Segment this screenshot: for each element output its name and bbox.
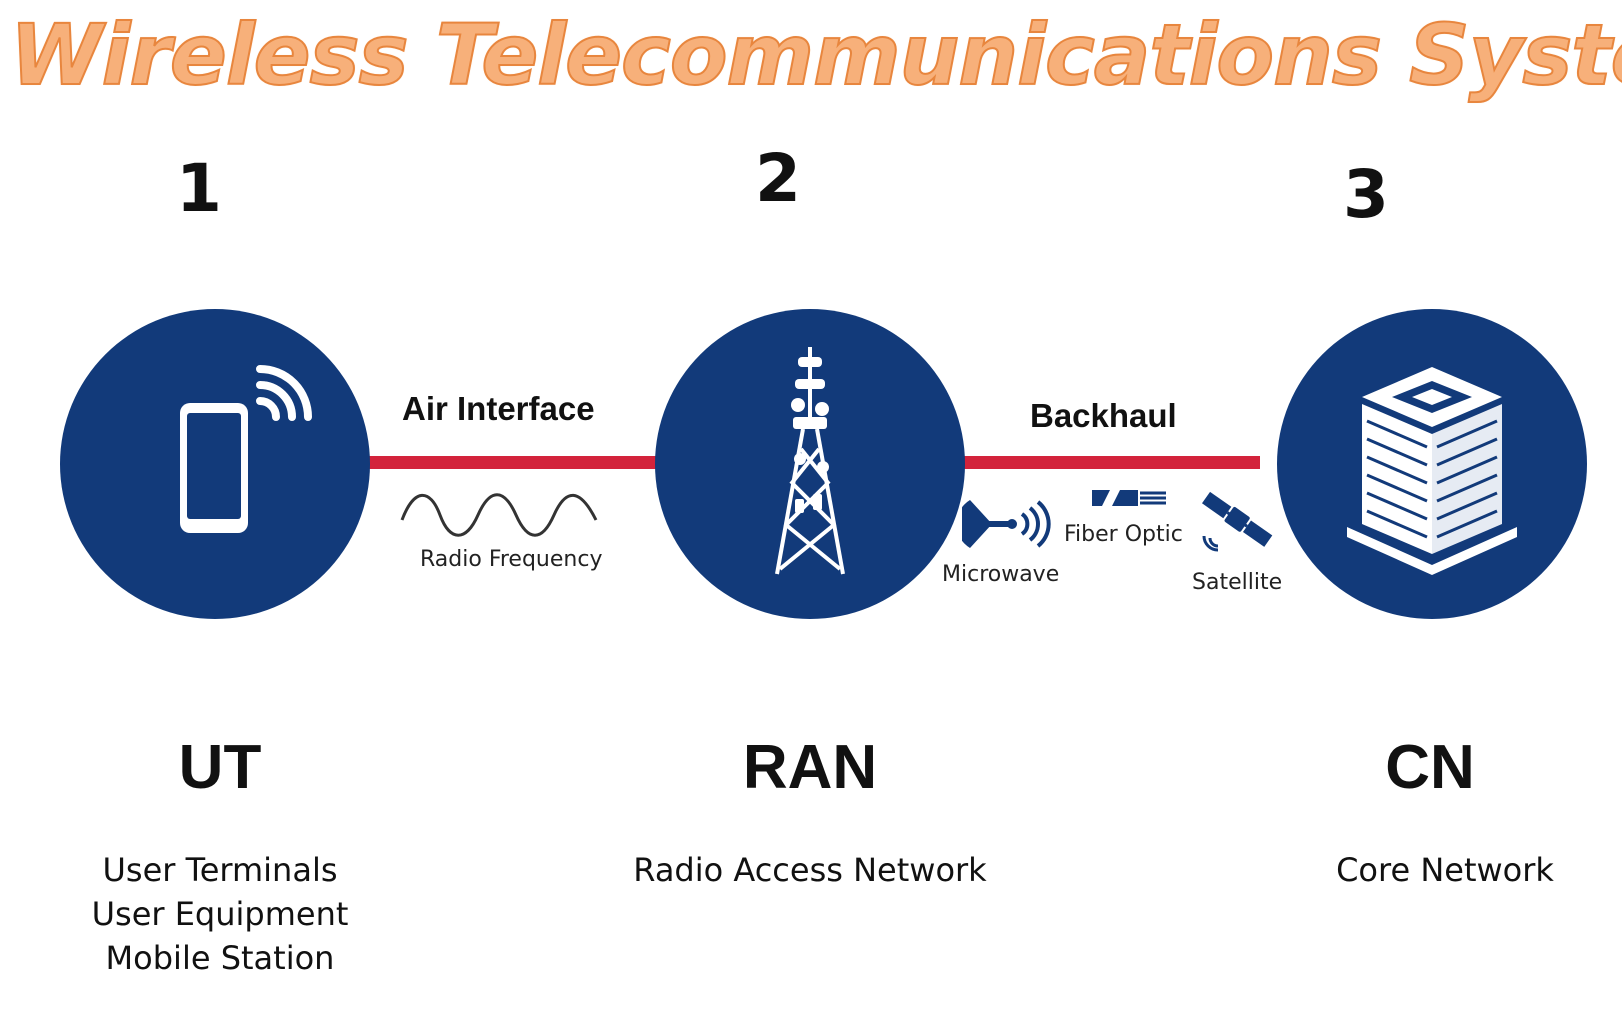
step-number-3: 3 [1343, 156, 1389, 233]
cell-tower-icon [775, 347, 845, 575]
node-cn-abbr: CN [1385, 733, 1475, 802]
fiber-optic-label: Fiber Optic [1064, 522, 1183, 547]
microwave-dish-icon [962, 500, 1051, 548]
satellite-label: Satellite [1192, 570, 1283, 595]
microwave-label: Microwave [942, 562, 1060, 587]
node-ran [655, 309, 965, 619]
description-line: Mobile Station [105, 939, 335, 977]
node-ut-abbr: UT [178, 733, 262, 802]
description-line: Core Network [1336, 851, 1554, 889]
page-title: Wireless Telecommunications Systems [9, 5, 1622, 105]
air-interface-link [360, 456, 660, 469]
step-number-2: 2 [755, 140, 801, 217]
description-line: User Equipment [91, 895, 349, 933]
node-ut-description: User Terminals User Equipment Mobile Sta… [70, 848, 370, 980]
fiber-optic-cable-icon [1092, 490, 1166, 506]
node-ran-abbr: RAN [742, 733, 878, 802]
description-line: User Terminals [102, 851, 338, 889]
data-center-building-icon [1347, 367, 1517, 575]
node-ran-description: Radio Access Network [610, 848, 1010, 892]
description-line: Radio Access Network [633, 851, 987, 889]
air-interface-label: Air Interface [402, 390, 595, 427]
smartphone-icon [180, 365, 312, 533]
radio-frequency-label: Radio Frequency [420, 547, 603, 572]
node-cn [1277, 309, 1587, 619]
backhaul-label: Backhaul [1030, 397, 1177, 434]
backhaul-link [960, 456, 1260, 469]
node-cn-description: Core Network [1290, 848, 1600, 892]
radio-wave-icon [400, 493, 598, 537]
step-number-1: 1 [176, 150, 222, 227]
node-ut [60, 309, 370, 619]
satellite-icon [1202, 491, 1273, 552]
